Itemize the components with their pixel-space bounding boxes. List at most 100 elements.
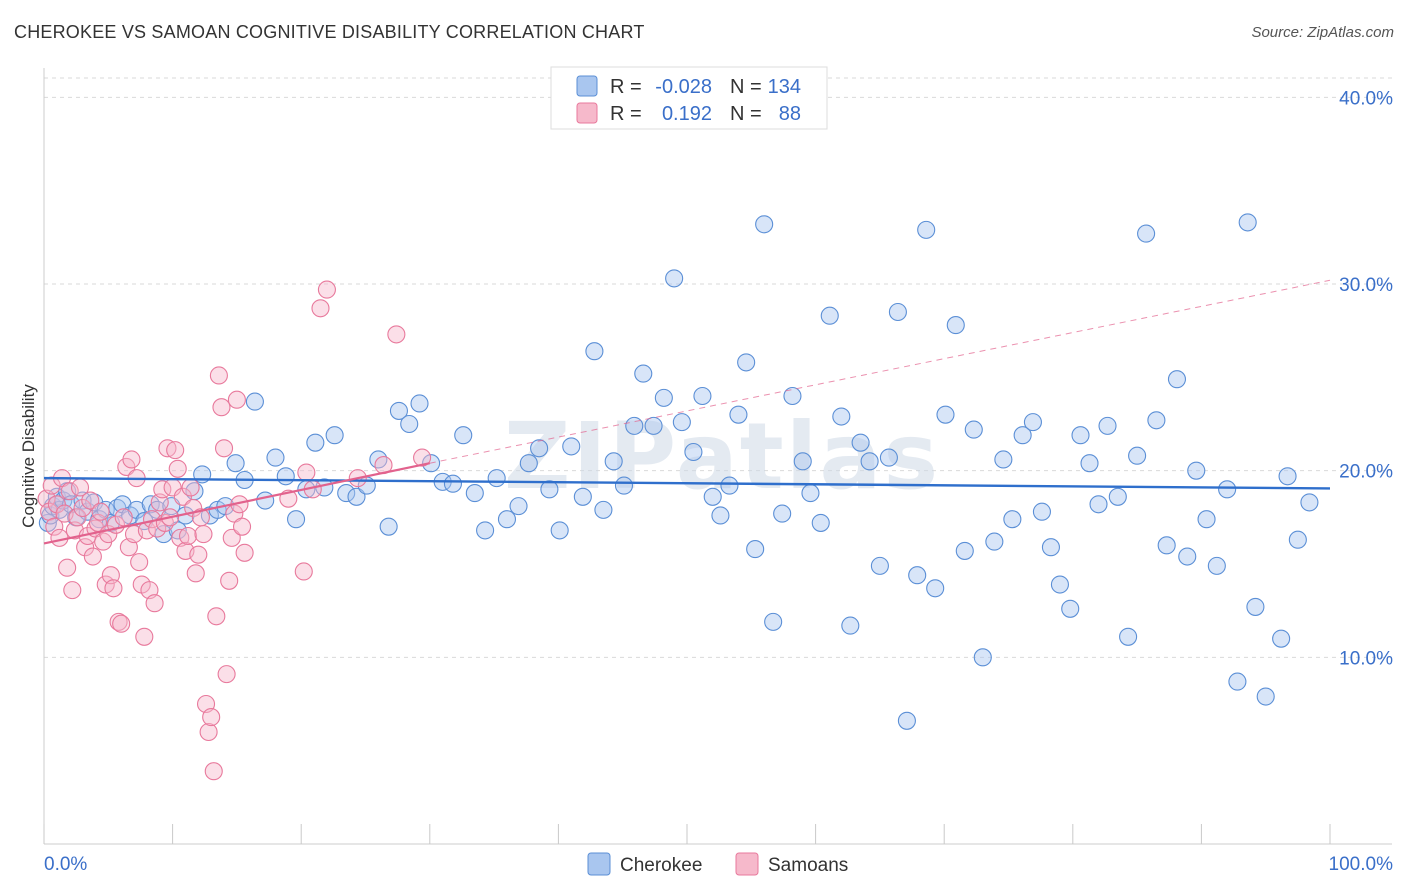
cherokee-point <box>604 452 623 471</box>
cherokee-point <box>287 510 306 529</box>
cherokee-point <box>926 579 945 598</box>
cherokee-point <box>1300 493 1319 512</box>
cherokee-point <box>1050 575 1069 594</box>
samoans-point <box>227 390 246 409</box>
samoans-point <box>214 439 234 458</box>
data-points <box>37 213 1319 781</box>
samoans-point <box>173 487 192 506</box>
samoans-point <box>387 325 406 344</box>
cherokee-point <box>1288 530 1307 549</box>
samoans-point <box>91 502 110 521</box>
samoans-point <box>109 612 128 631</box>
cherokee-point <box>783 386 802 406</box>
cherokee-point <box>746 540 765 559</box>
cherokee-point <box>1197 510 1216 529</box>
samoans-point <box>68 508 87 527</box>
gridlines <box>44 77 1392 658</box>
cherokee-point <box>654 388 673 407</box>
cherokee-point <box>276 467 295 486</box>
samoans-point <box>220 571 239 590</box>
samoans-point <box>202 708 221 727</box>
cherokee-point <box>811 513 830 532</box>
samoans-point <box>47 495 66 514</box>
cherokee-point <box>1119 627 1138 646</box>
cherokee-point <box>369 450 388 469</box>
cherokee-point <box>389 401 408 420</box>
cherokee-point <box>400 414 419 434</box>
cherokee-point <box>519 454 538 473</box>
samoans-point <box>178 526 198 546</box>
cherokee-point <box>985 532 1004 551</box>
samoans-point <box>212 398 231 417</box>
cherokee-point <box>644 416 663 435</box>
y-axis-label: Cognitive Disability <box>19 384 38 528</box>
samoans-point <box>413 448 432 467</box>
cherokee-point <box>729 405 748 424</box>
cherokee-point <box>737 353 756 372</box>
cherokee-point <box>1137 224 1156 243</box>
cherokee-point <box>888 302 907 322</box>
cherokee-point <box>851 433 870 452</box>
cherokee-point <box>955 541 974 560</box>
cherokee-point <box>1071 426 1090 445</box>
samoans-point <box>235 543 254 562</box>
cherokee-point <box>266 448 285 467</box>
samoans-point <box>189 545 208 564</box>
cherokee-point <box>540 480 559 499</box>
samoans-trend-line <box>43 462 431 545</box>
y-tick-label: 20.0% <box>1339 462 1393 483</box>
cherokee-point <box>693 386 712 406</box>
cherokee-point <box>476 521 495 540</box>
samoans-point <box>168 459 187 478</box>
cherokee-point <box>1089 495 1108 514</box>
cherokee-point <box>1080 454 1099 473</box>
cherokee-point <box>530 439 549 458</box>
samoans-point <box>232 517 252 536</box>
cherokee-point <box>801 484 820 503</box>
cherokee-point <box>573 487 592 506</box>
trend-lines <box>43 279 1331 545</box>
samoans-point <box>181 478 200 497</box>
cherokee-point <box>1098 416 1117 435</box>
cherokee-point <box>711 506 730 525</box>
cherokee-point <box>1207 556 1226 575</box>
cherokee-point <box>1013 426 1032 445</box>
samoans-point <box>122 450 141 469</box>
cherokee-point <box>509 497 528 516</box>
cherokee-point <box>1157 536 1176 555</box>
legend-r-value: -0.028 <box>655 76 712 98</box>
cherokee-point <box>337 484 356 503</box>
y-tick-label: 10.0% <box>1339 648 1393 669</box>
bottom-legend-swatch-samoans <box>735 852 759 876</box>
samoans-point <box>114 508 133 527</box>
cherokee-point <box>684 442 703 462</box>
cherokee-point <box>1228 672 1247 691</box>
x-tick-label: 100.0% <box>1329 854 1394 875</box>
cherokee-point <box>720 476 739 495</box>
cherokee-trend-line <box>43 476 1331 490</box>
samoans-point <box>145 594 164 613</box>
samoans-point <box>194 525 213 544</box>
cherokee-point <box>1041 538 1060 557</box>
cherokee-point <box>1023 413 1042 432</box>
axes <box>43 68 1392 845</box>
cherokee-point <box>634 364 653 383</box>
samoans-point <box>50 528 69 547</box>
chart-title: CHEROKEE VS SAMOAN COGNITIVE DISABILITY … <box>14 22 645 42</box>
cherokee-point <box>226 454 245 473</box>
cherokee-point <box>1178 547 1197 566</box>
legend-r-label: R = <box>610 103 642 125</box>
cherokee-point <box>465 484 484 503</box>
samoans-point <box>166 441 185 460</box>
samoans-point <box>311 299 330 318</box>
cherokee-point <box>672 413 691 432</box>
cherokee-point <box>793 452 812 471</box>
samoans-point <box>217 665 236 684</box>
y-tick-labels: 10.0% 20.0% 30.0% 40.0% <box>1339 88 1393 669</box>
samoans-point <box>81 491 100 510</box>
cherokee-point <box>594 500 613 519</box>
legend-swatch-cherokee <box>576 75 598 97</box>
cherokee-point <box>1061 599 1080 618</box>
y-tick-label: 30.0% <box>1339 275 1393 296</box>
